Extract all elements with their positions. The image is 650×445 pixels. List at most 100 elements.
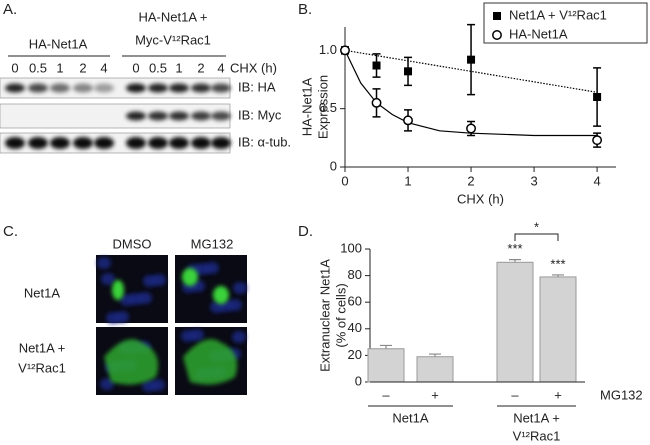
lane-label: 0: [11, 60, 18, 75]
fit-line: [344, 49, 598, 93]
lane-label: 2: [197, 60, 204, 75]
x-tick-label: 2: [467, 173, 474, 188]
group-label: Net1A: [392, 410, 428, 425]
annotation: ***: [507, 241, 522, 256]
lane-label: 1: [175, 60, 182, 75]
y-tick-label: 100: [340, 240, 362, 255]
group-label: V¹²Rac1: [513, 428, 561, 443]
x-tick-label: 4: [593, 173, 600, 188]
blot-band: [211, 111, 231, 121]
annotation: ***: [550, 256, 565, 271]
blot-band: [94, 83, 114, 93]
blot-band: [5, 137, 25, 149]
lane-label: 4: [100, 60, 107, 75]
y-tick-label: 0.5: [319, 100, 337, 115]
lane-label: 0: [132, 60, 139, 75]
legend-label: Net1A + V¹²Rac1: [509, 7, 607, 22]
row-label: MG132: [600, 387, 643, 402]
group-label: Myc-V¹²Rac1: [135, 32, 211, 47]
y-tick-label: 80: [348, 267, 362, 282]
blot-band: [169, 111, 189, 121]
nucleus: [233, 282, 247, 294]
bar: [367, 348, 405, 383]
lane-label: 2: [79, 60, 86, 75]
bar: [496, 261, 534, 383]
y-tick-label: 60: [348, 294, 362, 309]
panel-label: A.: [3, 1, 17, 18]
row-label: IB: α-tub.: [238, 134, 291, 149]
nucleus: [190, 329, 204, 341]
lane-label: 1: [56, 60, 63, 75]
nucleus: [100, 378, 114, 390]
y-tick-label: 0: [330, 158, 337, 173]
cell: [112, 280, 124, 300]
row-label: Net1A +: [19, 340, 66, 355]
panel-label: D.: [298, 223, 313, 240]
y-tick-label: 0: [355, 373, 362, 388]
marker: [340, 45, 350, 56]
column-label: DMSO: [113, 236, 152, 251]
blot-band: [126, 111, 146, 121]
blot-band: [126, 137, 146, 149]
marker: [467, 55, 476, 64]
marker: [593, 93, 602, 101]
lane-label: 4: [217, 60, 224, 75]
marker: [371, 97, 382, 108]
nucleus: [151, 379, 165, 391]
nucleus: [115, 311, 129, 323]
marker: [492, 30, 502, 40]
cell: [104, 339, 159, 385]
x-tick-label: +: [554, 387, 562, 402]
blot-band: [148, 111, 168, 121]
legend-box: [483, 2, 648, 44]
y-axis-label: Extranuclear Net1A: [317, 259, 332, 372]
y-tick-label: 40: [348, 320, 362, 335]
group-label: HA-Net1A: [29, 36, 88, 51]
legend-label: HA-Net1A: [509, 26, 568, 41]
blot-band: [50, 83, 70, 93]
marker: [403, 115, 413, 126]
y-tick-label: 20: [348, 347, 362, 362]
x-tick-label: 3: [530, 173, 537, 188]
nucleus: [97, 257, 111, 269]
panel-label: B.: [298, 1, 312, 18]
cell: [213, 286, 229, 304]
cell: [183, 339, 238, 385]
blot-band: [211, 83, 231, 93]
lane-label: 0.5: [149, 60, 167, 75]
nucleus: [138, 292, 152, 304]
blot-band: [169, 137, 189, 149]
blot-band: [191, 83, 211, 93]
nucleus: [152, 274, 166, 286]
x-tick-label: –: [511, 387, 519, 402]
group-label: HA-Net1A +: [138, 9, 207, 24]
marker: [404, 67, 413, 76]
marker: [372, 61, 381, 70]
marker: [466, 123, 476, 134]
row-label: IB: HA: [238, 79, 276, 94]
column-label: MG132: [191, 236, 234, 251]
blot-band: [148, 137, 168, 149]
row-label: V¹²Rac1: [18, 360, 66, 375]
blot-band: [148, 83, 168, 93]
nucleus: [205, 262, 219, 274]
row-label: IB: Myc: [238, 107, 282, 122]
blot-band: [191, 111, 211, 121]
lanes-title: CHX (h): [230, 60, 277, 75]
y-axis-label: Expression: [315, 75, 330, 139]
marker: [493, 12, 501, 20]
cell: [182, 268, 198, 286]
lane-label: 0.5: [29, 60, 47, 75]
y-axis-label: (% of cells): [333, 283, 348, 347]
marker: [592, 135, 603, 146]
x-tick-label: –: [382, 387, 390, 402]
x-tick-label: 0: [341, 173, 348, 188]
bracket: [514, 233, 559, 241]
blot-band: [191, 137, 211, 149]
x-tick-label: 1: [404, 173, 411, 188]
blot-band: [126, 83, 146, 93]
blot-band: [50, 137, 70, 149]
blot-band: [94, 137, 114, 149]
blot-band: [73, 83, 93, 93]
